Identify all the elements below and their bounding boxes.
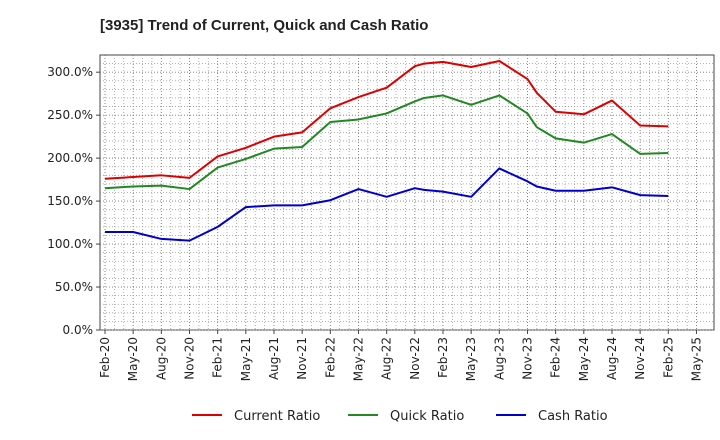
x-tick-label: Feb-23 [436, 337, 450, 378]
x-tick-label: Nov-21 [295, 337, 309, 380]
x-tick-label: May-22 [351, 337, 365, 381]
legend-label: Cash Ratio [538, 409, 608, 424]
x-tick-label: May-25 [689, 337, 703, 381]
y-tick-label: 50.0% [55, 280, 93, 294]
x-tick-label: Aug-21 [267, 337, 281, 380]
y-tick-label: 150.0% [47, 194, 93, 208]
chart-title: [3935] Trend of Current, Quick and Cash … [100, 17, 428, 34]
legend-label: Quick Ratio [390, 409, 464, 424]
x-tick-label: Feb-24 [549, 337, 563, 378]
x-tick-label: Feb-20 [98, 337, 112, 378]
x-tick-label: May-21 [239, 337, 253, 381]
x-tick-label: Aug-20 [154, 337, 168, 380]
plot-area [99, 54, 715, 331]
x-tick-label: Nov-24 [633, 337, 647, 380]
x-tick-label: May-23 [464, 337, 478, 381]
x-tick-label: Nov-20 [182, 337, 196, 380]
y-tick-label: 0.0% [63, 323, 94, 337]
series-line-quick-ratio [104, 94, 669, 191]
x-tick-label: Nov-22 [408, 337, 422, 380]
legend-label: Current Ratio [234, 409, 320, 424]
y-tick-label: 100.0% [47, 237, 93, 251]
series-line-current-ratio [104, 60, 669, 180]
y-axis-ticks: 0.0% 50.0% 100.0% 150.0% 200.0% 250.0% 300.0% [47, 65, 100, 337]
x-tick-label: Aug-24 [605, 337, 619, 380]
x-tick-label: Nov-23 [520, 337, 534, 380]
x-tick-label: Feb-21 [211, 337, 225, 378]
y-tick-label: 250.0% [47, 108, 93, 122]
x-tick-label: May-20 [126, 337, 140, 381]
x-axis-ticks: Feb-20 May-20 Aug-20 Nov-20 Feb-21 May-21 Aug-… [98, 330, 703, 381]
series-lines [104, 60, 669, 242]
legend: Current Ratio Quick Ratio Cash Ratio [192, 409, 608, 424]
y-tick-label: 200.0% [47, 151, 93, 165]
x-tick-label: Aug-23 [492, 337, 506, 380]
x-tick-label: Feb-25 [661, 337, 675, 378]
x-tick-label: Aug-22 [380, 337, 394, 380]
series-line-cash-ratio [105, 167, 669, 242]
grid [100, 55, 714, 331]
x-tick-label: May-24 [577, 337, 591, 381]
y-tick-label: 300.0% [47, 65, 93, 79]
x-tick-label: Feb-22 [323, 337, 337, 378]
